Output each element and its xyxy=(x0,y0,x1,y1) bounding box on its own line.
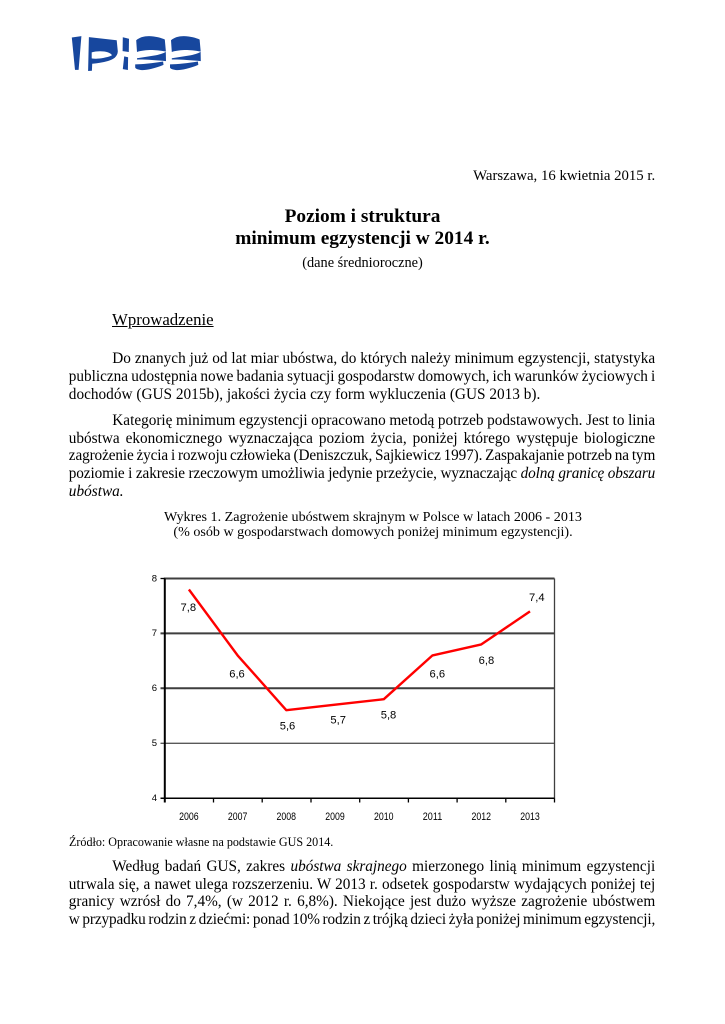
svg-text:2007: 2007 xyxy=(228,811,248,823)
svg-text:6,6: 6,6 xyxy=(229,669,245,681)
svg-text:2011: 2011 xyxy=(423,811,443,823)
svg-text:4: 4 xyxy=(152,793,157,804)
svg-text:7,8: 7,8 xyxy=(181,602,197,614)
svg-text:5: 5 xyxy=(152,738,157,749)
svg-text:2012: 2012 xyxy=(472,811,492,823)
svg-text:6: 6 xyxy=(152,683,157,694)
svg-text:6,8: 6,8 xyxy=(479,655,495,667)
svg-text:2010: 2010 xyxy=(374,811,394,823)
svg-text:7: 7 xyxy=(152,628,157,639)
svg-text:6,6: 6,6 xyxy=(430,669,446,681)
svg-text:7,4: 7,4 xyxy=(529,592,545,604)
svg-text:5,6: 5,6 xyxy=(280,721,296,733)
svg-text:5,8: 5,8 xyxy=(381,710,397,722)
svg-text:2008: 2008 xyxy=(277,811,297,823)
svg-text:5,7: 5,7 xyxy=(330,715,346,727)
svg-text:2006: 2006 xyxy=(179,811,199,823)
svg-text:2009: 2009 xyxy=(325,811,345,823)
svg-text:8: 8 xyxy=(152,573,157,584)
svg-text:2013: 2013 xyxy=(520,811,540,823)
